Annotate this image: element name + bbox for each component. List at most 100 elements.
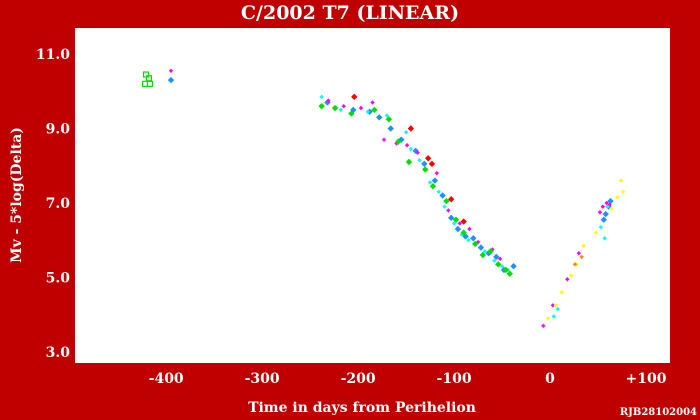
data-point [502,266,510,274]
data-point [146,80,153,87]
x-tick-label: 0 [545,371,555,387]
data-point [142,71,150,78]
data-point [422,166,429,173]
data-point [348,110,355,117]
y-ticks: 3.0 5.0 7.0 9.0 11.0 [36,47,70,361]
data-point [319,94,324,100]
data-point [331,104,339,112]
data-point [499,264,505,269]
data-point [607,197,614,205]
data-point [351,93,358,101]
data-point [597,210,603,215]
data-point [565,277,570,282]
data-point [551,314,557,319]
data-point [493,253,500,261]
x-ticks: -400 -300 -200 -100 0 +100 [149,371,667,387]
x-tick-label: +100 [626,371,667,387]
data-point [403,130,409,135]
credit-label: RJB28102004 [620,407,697,418]
data-point [424,155,432,162]
data-point [417,157,422,163]
y-tick-label: 9.0 [46,122,71,138]
data-point [370,100,375,105]
data-point [467,226,472,232]
data-point [581,243,586,248]
data-point [431,177,439,184]
data-point [384,113,390,118]
x-axis-label: Time in days from Perihelion [248,400,476,416]
data-point [492,258,497,263]
data-point [550,303,556,308]
data-point [387,125,394,132]
data-point [545,316,551,321]
data-point [568,273,574,278]
data-point [576,250,582,256]
data-point [376,114,383,121]
data-point [609,206,614,211]
data-point [434,170,439,176]
data-point [454,225,462,233]
data-point [408,146,414,152]
data-point [365,109,370,114]
y-tick-label: 5.0 [46,270,71,286]
chart-title: C/2002 T7 (LINEAR) [241,2,459,24]
data-point [479,251,487,259]
x-tick-label: -400 [149,371,184,387]
data-point [470,235,477,242]
data-point [452,216,460,223]
data-point [443,197,450,205]
data-point [318,102,325,110]
data-point [385,115,393,123]
data-point [598,224,604,230]
data-point [460,218,467,225]
data-point [439,192,446,199]
data-point [497,256,503,261]
x-tick-label: -300 [245,371,280,387]
data-point [381,137,387,142]
data-point [415,150,420,155]
data-point [371,106,378,114]
data-point [446,208,451,213]
data-point [341,103,346,109]
data-point [395,138,402,145]
data-point [602,236,607,241]
x-tick-label: -100 [437,371,472,387]
data-point [405,158,413,166]
data-points [141,68,626,328]
y-tick-label: 3.0 [46,345,71,361]
data-point [436,189,441,194]
data-point [447,214,455,222]
y-axis-label: Mv - 5*log(Delta) [9,127,25,263]
data-point [510,263,517,270]
data-point [600,216,607,223]
data-point [600,204,606,209]
data-point [428,160,436,168]
data-point [579,254,584,260]
data-point [421,160,428,168]
data-point [506,270,513,277]
data-point [358,105,364,111]
data-point [615,195,620,200]
data-point [427,180,433,185]
data-point [404,143,410,148]
data-point [326,98,331,103]
data-point [460,229,467,236]
data-point [618,178,624,183]
data-point [471,240,479,248]
data-point [555,306,560,312]
data-point [466,237,471,243]
data-point [447,196,455,203]
data-point [167,76,175,84]
data-point [168,68,174,74]
data-point [487,248,494,255]
x-tick-label: -200 [341,371,376,387]
data-point [338,107,344,113]
data-point [429,182,437,190]
data-point [605,204,610,209]
data-point [451,221,457,226]
data-point [572,262,578,267]
data-point [607,202,612,208]
data-point [495,261,502,268]
data-point [553,303,558,308]
